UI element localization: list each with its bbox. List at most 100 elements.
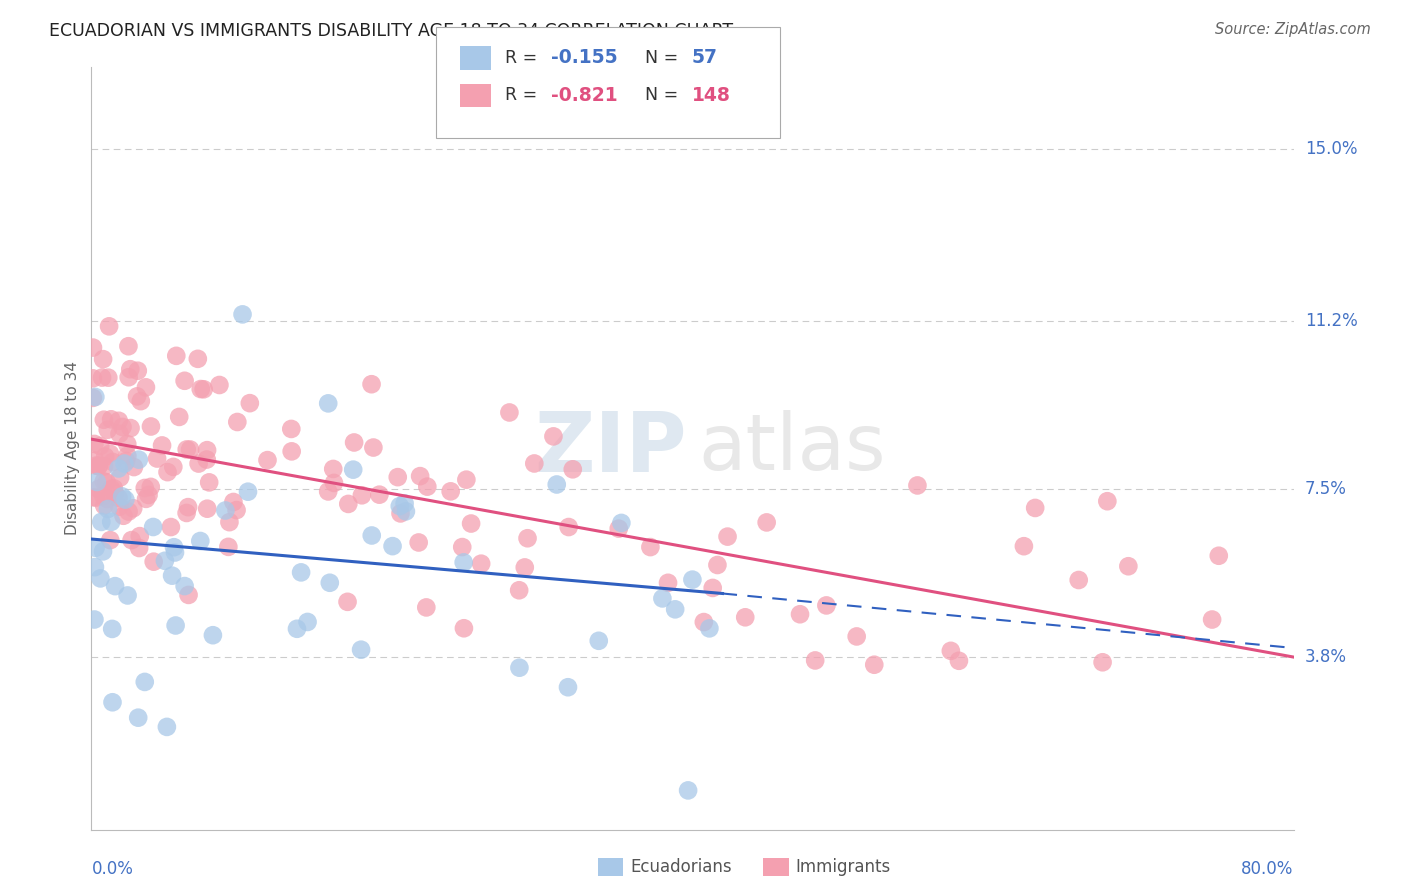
Point: [93, 499, 115, 513]
Point: [86, 475, 108, 489]
Point: [127, 711, 149, 725]
Point: [939, 644, 962, 658]
Point: [1067, 573, 1090, 587]
Point: [195, 452, 218, 467]
Point: [804, 653, 827, 667]
Point: [87, 482, 110, 496]
Point: [297, 615, 319, 629]
Text: 7.5%: 7.5%: [1305, 480, 1347, 498]
Text: N =: N =: [645, 87, 685, 104]
Text: -0.155: -0.155: [551, 48, 617, 68]
Point: [232, 307, 254, 321]
Text: 57: 57: [692, 48, 717, 68]
Point: [280, 422, 302, 436]
Point: [128, 452, 150, 467]
Point: [108, 470, 131, 484]
Point: [96, 491, 118, 506]
Point: [84, 560, 107, 574]
Point: [83, 437, 105, 451]
Text: Immigrants: Immigrants: [796, 858, 891, 876]
Text: 15.0%: 15.0%: [1305, 140, 1357, 158]
Point: [516, 531, 538, 545]
Point: [845, 629, 868, 643]
Point: [96, 475, 118, 490]
Point: [122, 501, 145, 516]
Point: [107, 461, 129, 475]
Point: [395, 504, 418, 518]
Point: [156, 465, 179, 479]
Text: N =: N =: [645, 49, 685, 67]
Point: [97, 423, 120, 437]
Point: [360, 528, 382, 542]
Point: [513, 560, 536, 574]
Point: [173, 374, 195, 388]
Point: [134, 674, 156, 689]
Point: [165, 349, 187, 363]
Point: [97, 502, 120, 516]
Point: [156, 720, 179, 734]
Point: [863, 657, 886, 672]
Point: [107, 414, 129, 428]
Point: [415, 600, 437, 615]
Point: [187, 351, 209, 366]
Point: [94, 450, 117, 464]
Point: [561, 462, 583, 476]
Point: [217, 540, 239, 554]
Point: [173, 579, 195, 593]
Point: [222, 495, 245, 509]
Point: [543, 429, 565, 443]
Point: [100, 515, 122, 529]
Point: [389, 507, 412, 521]
Point: [381, 539, 404, 553]
Point: [97, 370, 120, 384]
Point: [118, 370, 141, 384]
Point: [607, 522, 630, 536]
Point: [100, 482, 122, 496]
Point: [453, 621, 475, 635]
Point: [100, 412, 122, 426]
Point: [208, 378, 231, 392]
Point: [214, 503, 236, 517]
Point: [93, 413, 115, 427]
Point: [188, 534, 211, 549]
Point: [122, 460, 145, 475]
Point: [470, 557, 492, 571]
Text: Ecuadorians: Ecuadorians: [630, 858, 731, 876]
Point: [815, 599, 838, 613]
Point: [176, 506, 198, 520]
Point: [290, 566, 312, 580]
Point: [121, 533, 143, 547]
Point: [699, 621, 721, 635]
Point: [165, 618, 187, 632]
Point: [177, 500, 200, 515]
Point: [160, 568, 183, 582]
Point: [138, 488, 160, 502]
Point: [87, 459, 110, 474]
Point: [280, 444, 302, 458]
Point: [98, 533, 121, 548]
Point: [734, 610, 756, 624]
Point: [82, 341, 104, 355]
Point: [91, 352, 114, 367]
Point: [322, 462, 344, 476]
Text: Source: ZipAtlas.com: Source: ZipAtlas.com: [1215, 22, 1371, 37]
Point: [337, 497, 360, 511]
Point: [120, 362, 142, 376]
Point: [89, 571, 111, 585]
Point: [190, 382, 212, 396]
Point: [93, 475, 115, 489]
Point: [93, 459, 115, 474]
Point: [657, 575, 679, 590]
Point: [195, 443, 218, 458]
Point: [755, 516, 778, 530]
Point: [319, 575, 342, 590]
Point: [342, 463, 364, 477]
Point: [498, 405, 520, 419]
Point: [323, 475, 346, 490]
Point: [640, 540, 662, 554]
Point: [363, 441, 385, 455]
Point: [129, 394, 152, 409]
Point: [285, 622, 308, 636]
Point: [187, 457, 209, 471]
Point: [108, 500, 131, 514]
